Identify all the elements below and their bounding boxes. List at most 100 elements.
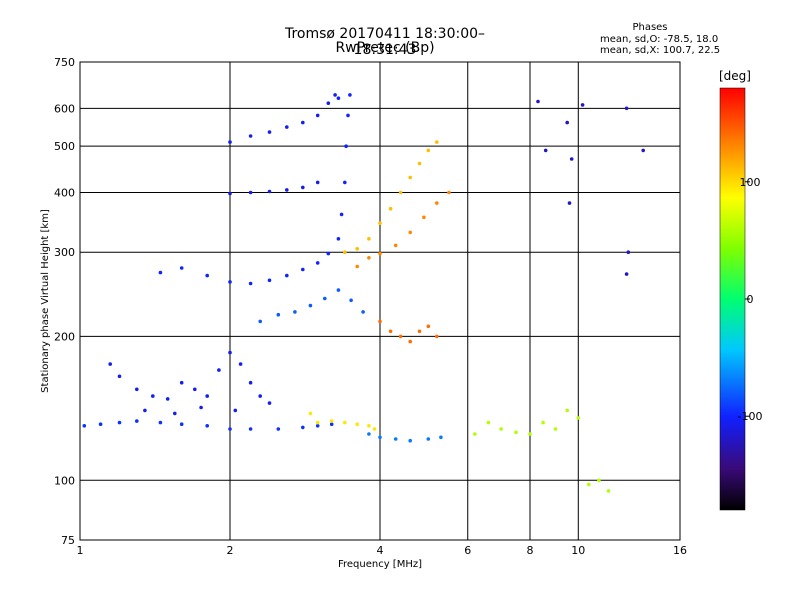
colorbar-ticks: 100 0 -100 [738, 176, 763, 423]
data-point [267, 401, 272, 405]
x-axis-label: Frequency [MHz] [338, 559, 422, 570]
data-point [308, 303, 313, 308]
data-point [205, 273, 209, 278]
data-point [315, 424, 320, 428]
data-point [398, 334, 403, 339]
data-point [426, 437, 431, 441]
x-tick-labels: 1 2 4 6 8 10 16 [77, 544, 688, 557]
x-tick-label: 1 [77, 544, 84, 557]
data-point [355, 247, 360, 251]
data-point [378, 251, 382, 256]
y-tick-label: 75 [61, 534, 75, 547]
data-point [486, 420, 491, 425]
data-point [323, 296, 327, 301]
data-point [267, 278, 272, 283]
data-point [205, 394, 209, 398]
data-point [514, 430, 518, 435]
data-point [258, 319, 263, 324]
data-point [553, 427, 558, 431]
data-point [276, 312, 281, 317]
data-point [329, 422, 334, 427]
y-axis-label: Stationary phase Virtual Height [km] [40, 209, 51, 393]
chart-title: Tromsø 20170411 18:30:00–18:31:43 [284, 26, 486, 58]
data-point [329, 419, 334, 423]
data-point [108, 362, 112, 366]
data-point [117, 420, 122, 425]
data-point [285, 125, 289, 129]
data-point [267, 189, 272, 194]
data-point [473, 432, 477, 436]
data-point [301, 267, 305, 272]
data-point [258, 394, 263, 398]
grid-lines [80, 62, 680, 540]
data-point [228, 350, 232, 355]
data-point [301, 120, 305, 125]
data-point [98, 422, 103, 427]
data-point [426, 148, 431, 153]
data-point [447, 190, 451, 195]
data-point [228, 140, 232, 144]
data-point [528, 432, 532, 436]
data-point [388, 206, 393, 211]
phase-stats-box: Phases mean, sd,O: -78.5, 18.0 mean, sd,… [600, 22, 720, 57]
data-point [408, 339, 413, 344]
data-points [82, 93, 645, 493]
data-point [135, 419, 139, 423]
data-point [233, 408, 238, 413]
data-point [565, 120, 569, 125]
data-point [308, 411, 313, 416]
chart-subtitle: RwPretec (Bp) [335, 40, 435, 56]
data-point [179, 380, 184, 385]
colorbar-tick-label: 0 [747, 293, 754, 306]
data-point [228, 191, 232, 196]
data-point [199, 405, 203, 410]
data-point [435, 140, 439, 144]
data-point [238, 362, 243, 366]
data-point [276, 427, 281, 431]
data-point [158, 270, 163, 275]
data-point [315, 180, 320, 185]
data-point [349, 298, 353, 303]
data-point [641, 148, 645, 153]
data-point [569, 157, 574, 161]
data-point [348, 93, 352, 97]
data-point [343, 250, 347, 254]
data-point [367, 255, 371, 260]
data-point [367, 237, 371, 241]
data-point [408, 230, 413, 235]
y-tick-label: 300 [54, 246, 75, 259]
data-point [435, 334, 439, 339]
data-point [435, 201, 439, 205]
data-point [499, 427, 503, 431]
data-point [173, 411, 177, 416]
data-point [336, 237, 341, 241]
data-point [217, 368, 221, 372]
data-point [117, 374, 122, 379]
data-point [205, 424, 209, 428]
y-tick-label: 100 [54, 474, 75, 487]
data-point [135, 387, 139, 392]
data-point [372, 427, 377, 431]
data-point [343, 180, 347, 185]
data-point [378, 221, 382, 225]
data-point [626, 250, 631, 254]
data-point [567, 201, 572, 205]
data-point [355, 422, 360, 427]
y-tick-label: 600 [54, 102, 75, 115]
data-point [228, 280, 232, 284]
data-point [228, 427, 232, 431]
data-point [346, 113, 350, 118]
data-point [82, 424, 87, 428]
data-point [315, 113, 320, 118]
data-point [179, 422, 184, 427]
x-tick-label: 4 [377, 544, 384, 557]
x-tick-label: 2 [227, 544, 234, 557]
data-point [576, 416, 581, 420]
data-point [179, 266, 184, 270]
data-point [315, 261, 320, 265]
data-point [624, 106, 629, 111]
data-point [343, 420, 347, 425]
data-point [248, 281, 253, 286]
data-point [543, 148, 548, 153]
